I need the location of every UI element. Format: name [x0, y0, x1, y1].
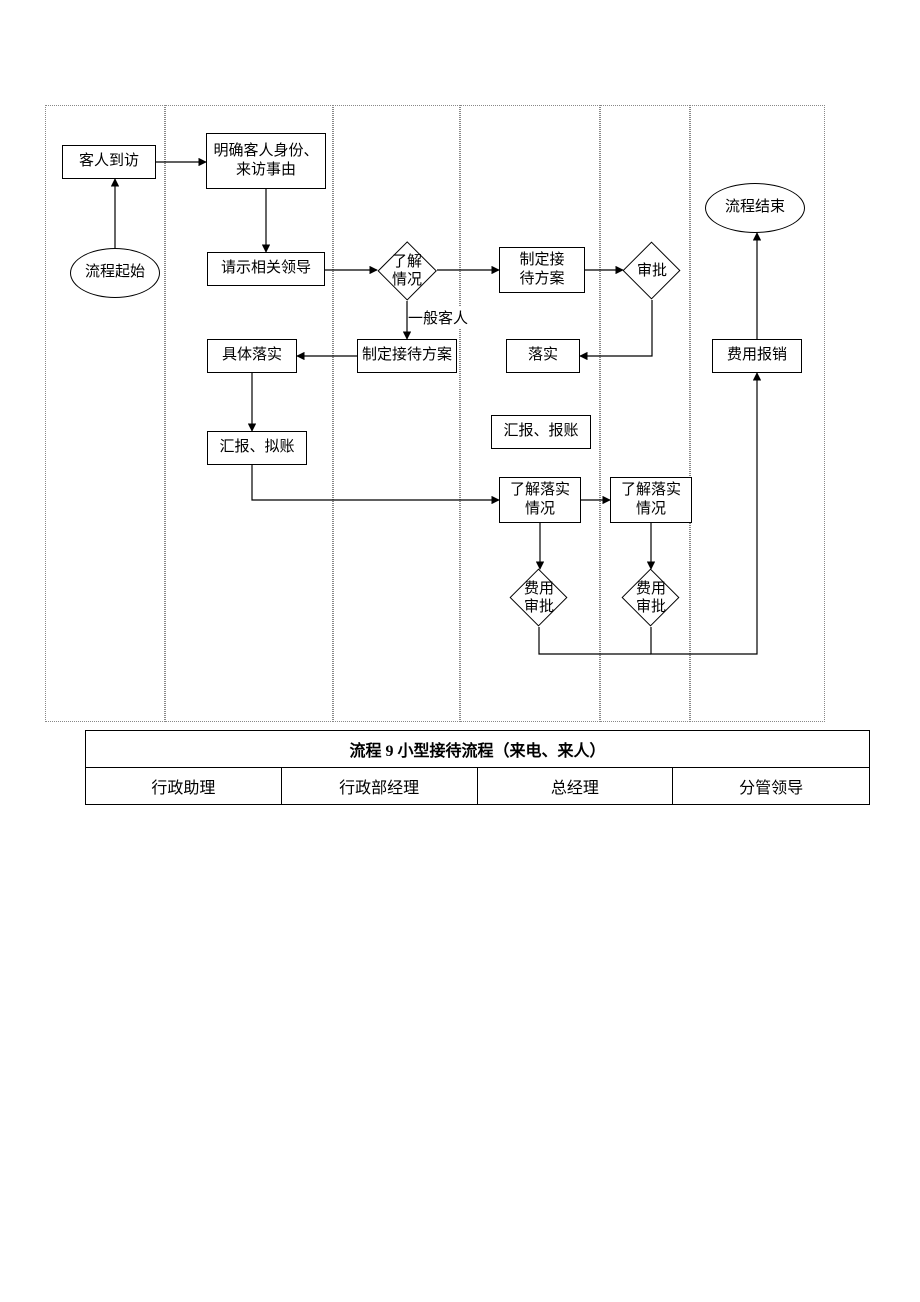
- swimlane-2: [333, 105, 460, 722]
- node-cost1: 费用 审批: [510, 569, 568, 627]
- role-table: 流程 9 小型接待流程（来电、来人） 行政助理行政部经理总经理分管领导: [85, 730, 870, 805]
- node-approve: 审批: [623, 242, 681, 300]
- node-cost2-label: 费用 审批: [622, 569, 680, 627]
- node-cost1-label: 费用 审批: [510, 569, 568, 627]
- role-col-2: 总经理: [477, 768, 673, 805]
- node-approve-label: 审批: [623, 242, 681, 300]
- swimlane-4: [600, 105, 690, 722]
- swimlane-3: [460, 105, 600, 722]
- node-ask: 请示相关领导: [207, 252, 325, 286]
- node-reimb: 费用报销: [712, 339, 802, 373]
- role-col-0: 行政助理: [86, 768, 282, 805]
- node-identify: 明确客人身份、 来访事由: [206, 133, 326, 189]
- node-report_plan: 汇报、拟账: [207, 431, 307, 465]
- role-col-3: 分管领导: [673, 768, 870, 805]
- swimlane-1: [165, 105, 333, 722]
- node-planB: 制定接待方案: [357, 339, 457, 373]
- role-col-1: 行政部经理: [281, 768, 477, 805]
- edge-label-general-guest: 一般客人: [408, 307, 468, 328]
- node-planA: 制定接 待方案: [499, 247, 585, 293]
- swimlane-0: [45, 105, 165, 722]
- node-know2: 了解落实 情况: [610, 477, 692, 523]
- node-learn-label: 了解 情况: [377, 241, 437, 301]
- node-know1: 了解落实 情况: [499, 477, 581, 523]
- node-learn: 了解 情况: [377, 241, 437, 301]
- node-end: 流程结束: [705, 183, 805, 233]
- table-title: 流程 9 小型接待流程（来电、来人）: [86, 731, 870, 768]
- node-cost2: 费用 审批: [622, 569, 680, 627]
- node-visit: 客人到访: [62, 145, 156, 179]
- node-start: 流程起始: [70, 248, 160, 298]
- node-impl2: 具体落实: [207, 339, 297, 373]
- node-impl: 落实: [506, 339, 580, 373]
- node-report_rec: 汇报、报账: [491, 415, 591, 449]
